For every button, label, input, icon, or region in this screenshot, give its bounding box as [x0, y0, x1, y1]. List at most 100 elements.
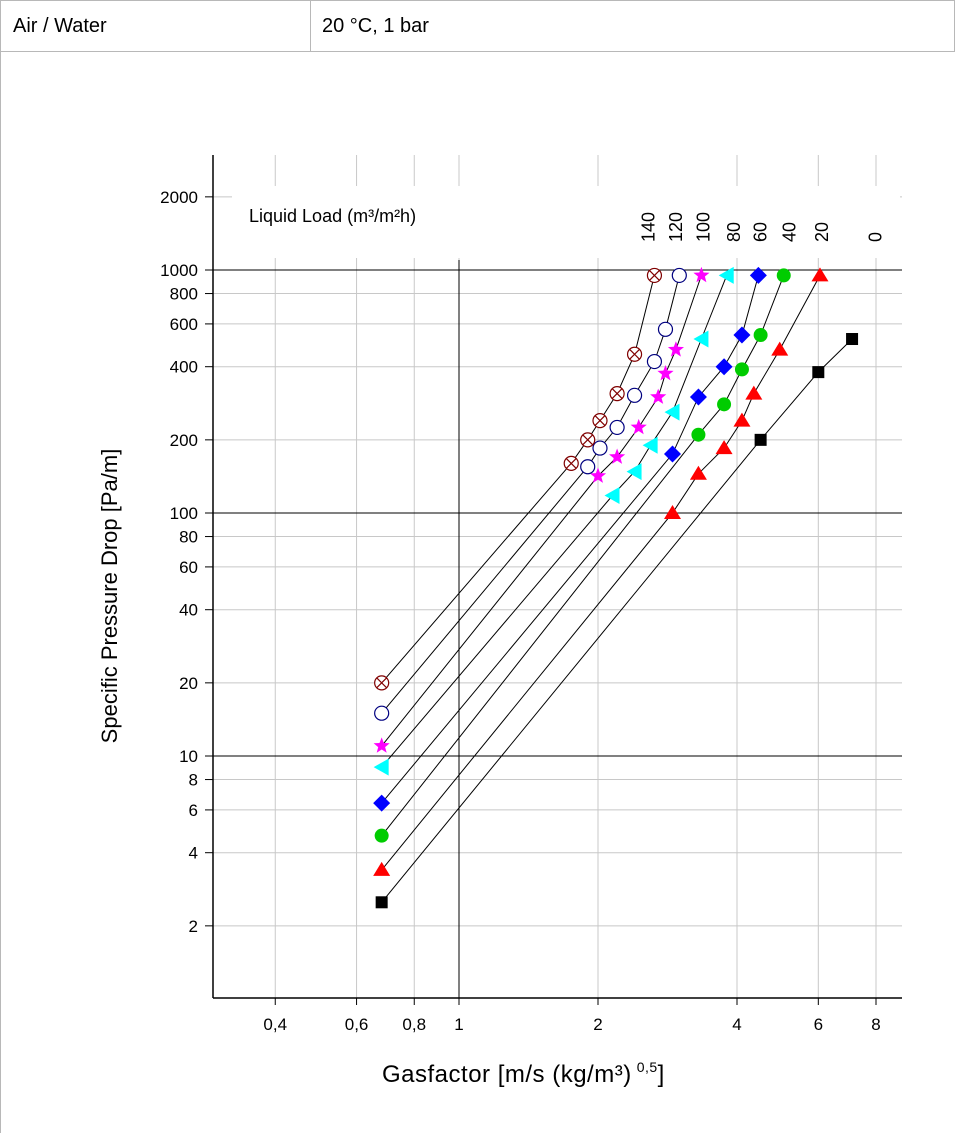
y-tick-label-7: 60	[179, 558, 198, 577]
point-80-5	[693, 330, 709, 348]
legend-box	[232, 186, 900, 258]
point-120-4	[626, 387, 643, 403]
point-100-4	[650, 388, 667, 404]
point-40-2	[717, 397, 732, 412]
y-tick-label-8: 80	[179, 528, 198, 547]
point-60-1	[664, 445, 682, 463]
point-40-5	[776, 268, 791, 283]
y-tick-label-13: 800	[170, 285, 198, 304]
series-line-40	[381, 275, 785, 837]
x-tick-label-6: 6	[814, 1015, 823, 1034]
y-tick-label-4: 10	[179, 747, 198, 766]
point-80-2	[626, 463, 642, 481]
point-140-1	[563, 455, 579, 471]
point-120-7	[671, 267, 687, 284]
x-tick-label-0: 0,4	[263, 1015, 287, 1034]
point-140-6	[646, 267, 663, 284]
left-border	[0, 52, 1, 1133]
y-tick-label-3: 8	[189, 771, 198, 790]
legend-label-120: 120	[666, 212, 686, 242]
point-120-3	[609, 419, 625, 436]
legend: Liquid Load (m³/m²h) 140 120 100 80 60 40 20 0	[232, 186, 900, 258]
point-140-3	[592, 413, 608, 429]
y-tick-label-14: 1000	[160, 261, 198, 280]
axes	[205, 155, 902, 1005]
legend-label-60: 60	[750, 222, 770, 242]
point-40-1	[691, 427, 706, 442]
point-20-4	[733, 412, 751, 427]
point-100-5	[657, 365, 674, 381]
y-tick-label-15: 2000	[160, 188, 198, 207]
y-tick-label-9: 100	[170, 504, 198, 523]
point-120-6	[657, 321, 674, 337]
y-tick-label-10: 200	[170, 431, 198, 450]
y-tick-label-6: 40	[179, 601, 198, 620]
point-120-5	[646, 353, 663, 370]
point-20-2	[689, 465, 707, 480]
point-140-6-x2	[649, 269, 660, 281]
point-0-0	[375, 896, 388, 909]
legend-title: Liquid Load (m³/m²h)	[249, 206, 416, 226]
x-tick-label-5: 4	[732, 1015, 741, 1034]
major-grid	[213, 260, 902, 998]
point-20-0	[373, 861, 391, 876]
point-140-5-x2	[629, 348, 640, 360]
point-80-3	[642, 436, 658, 454]
point-60-5	[749, 266, 767, 284]
point-100-2	[609, 448, 626, 464]
legend-label-140: 140	[639, 212, 659, 242]
series-line-100	[381, 275, 702, 747]
point-20-5	[745, 385, 763, 400]
point-60-4	[733, 326, 751, 344]
point-140-1-x2	[565, 457, 577, 469]
point-140-5	[626, 346, 643, 362]
point-20-1	[664, 505, 682, 519]
point-80-1	[604, 487, 620, 505]
system-label: Air / Water	[13, 15, 107, 37]
point-120-0	[374, 705, 390, 721]
header-cell-system	[1, 1, 311, 51]
point-40-4	[753, 328, 768, 343]
legend-label-100: 100	[693, 212, 713, 242]
y-axis-label: Specific Pressure Drop [Pa/m]	[97, 449, 122, 744]
point-60-0	[373, 794, 391, 812]
legend-label-0: 0	[865, 232, 885, 242]
point-140-2	[580, 432, 596, 448]
point-20-3	[715, 440, 733, 455]
minor-grid	[213, 155, 902, 998]
point-60-2	[689, 388, 707, 406]
series-line-0	[381, 338, 853, 903]
conditions-header: Air / Water 20 °C, 1 bar	[0, 0, 955, 52]
y-tick-label-1: 4	[189, 844, 198, 863]
series-line-60	[381, 275, 759, 804]
point-40-3	[734, 362, 749, 377]
legend-label-20: 20	[812, 222, 832, 242]
point-100-1	[589, 467, 607, 483]
point-80-4	[664, 403, 680, 421]
point-140-4	[609, 385, 625, 402]
series-line-140	[381, 275, 655, 684]
series-lines	[381, 275, 853, 903]
point-100-6	[667, 341, 684, 357]
point-120-1	[580, 459, 596, 475]
point-140-2-x2	[582, 434, 594, 446]
point-20-6	[771, 341, 789, 356]
point-40-0	[374, 828, 389, 843]
x-axis-label-main: Gasfactor [m/s (kg/m³)	[382, 1061, 632, 1088]
y-tick-label-12: 600	[170, 315, 198, 334]
point-100-3	[630, 418, 647, 435]
x-axis-label-suffix: ]	[658, 1061, 665, 1088]
x-tick-label-2: 0,8	[402, 1015, 426, 1034]
point-100-7	[693, 266, 710, 283]
point-100-0	[373, 737, 390, 753]
point-20-7	[811, 267, 829, 282]
x-tick-label-7: 8	[871, 1015, 880, 1034]
x-axis-label: Gasfactor [m/s (kg/m³) 0,5]	[382, 1059, 665, 1088]
x-axis-label-superscript: 0,5	[637, 1059, 658, 1075]
point-0-3	[846, 333, 859, 346]
series-markers	[373, 266, 859, 909]
point-140-0	[374, 675, 390, 691]
tick-labels: 0,4 0,6 0,8 1 2 4 6 8 2 4 6 8 10 20 40 60 80 100 200 400 600…	[160, 188, 881, 1034]
x-tick-label-3: 1	[454, 1015, 463, 1034]
